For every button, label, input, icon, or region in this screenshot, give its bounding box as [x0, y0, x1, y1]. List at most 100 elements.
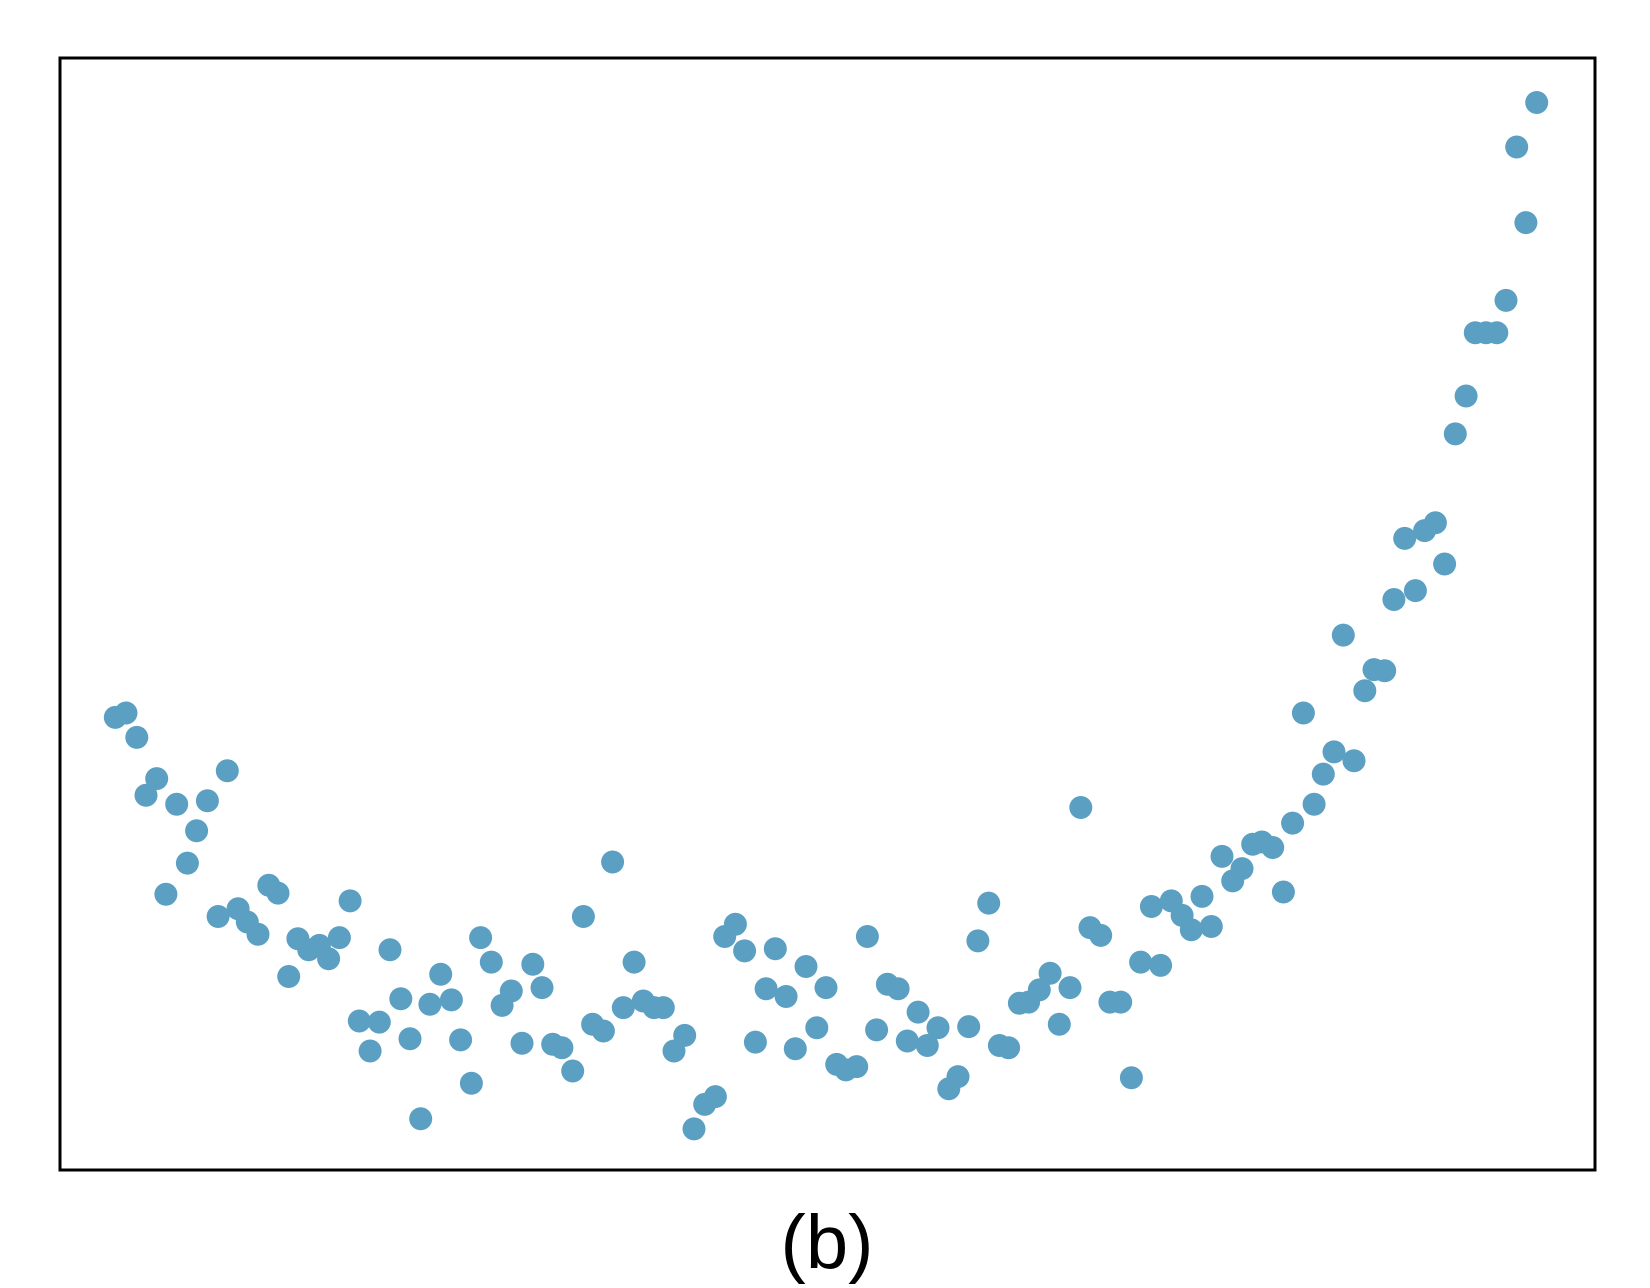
data-point-120	[1322, 740, 1346, 764]
panel-label: (b)	[781, 1200, 874, 1285]
data-point-35	[459, 1071, 483, 1095]
data-point-48	[591, 1019, 615, 1043]
data-point-137	[1494, 288, 1518, 312]
data-point-9	[195, 789, 219, 813]
data-point-75	[865, 1018, 889, 1042]
plot-area-frame	[58, 56, 1597, 1172]
data-point-32	[429, 962, 453, 986]
data-point-68	[794, 955, 818, 978]
data-point-24	[347, 1009, 371, 1033]
data-point-131	[1433, 552, 1457, 576]
data-point-85	[966, 929, 990, 953]
data-point-62	[733, 939, 757, 963]
data-point-63	[743, 1030, 767, 1054]
data-point-56	[673, 1023, 697, 1047]
data-point-86	[977, 891, 1001, 915]
data-point-123	[1353, 679, 1377, 703]
data-point-91	[1027, 978, 1051, 1002]
data-point-37	[479, 950, 503, 974]
data-point-7	[175, 851, 199, 875]
data-point-23	[338, 889, 362, 913]
data-point-92	[1038, 961, 1062, 985]
data-point-95	[1069, 796, 1093, 819]
data-point-140	[1525, 91, 1549, 114]
data-point-127	[1393, 526, 1417, 550]
data-point-101	[1129, 950, 1153, 974]
data-point-106	[1179, 918, 1203, 942]
data-point-27	[378, 938, 402, 962]
data-point-70	[814, 976, 838, 1000]
data-point-36	[469, 926, 493, 950]
data-point-49	[601, 850, 625, 874]
data-point-73	[845, 1055, 869, 1079]
data-point-74	[855, 925, 879, 948]
data-point-10	[206, 905, 230, 928]
data-point-3	[134, 783, 158, 807]
data-point-5	[154, 882, 178, 906]
data-point-29	[398, 1027, 422, 1051]
data-point-64	[754, 977, 778, 1001]
data-point-45	[561, 1059, 585, 1083]
data-point-114	[1261, 836, 1285, 859]
data-point-126	[1382, 588, 1406, 611]
data-point-136	[1485, 321, 1509, 345]
data-point-115	[1271, 880, 1295, 904]
data-point-78	[895, 1029, 919, 1053]
data-point-125	[1373, 659, 1397, 683]
data-point-81	[926, 1016, 950, 1040]
data-point-4	[145, 767, 169, 791]
data-point-8	[185, 819, 209, 843]
data-point-33	[439, 988, 463, 1012]
data-point-39	[499, 979, 523, 1003]
data-point-139	[1514, 211, 1538, 235]
data-point-69	[805, 1016, 829, 1040]
data-point-16	[266, 881, 290, 905]
data-point-67	[783, 1037, 807, 1061]
data-point-116	[1281, 811, 1305, 835]
data-point-118	[1302, 792, 1326, 816]
data-point-65	[763, 937, 787, 961]
data-point-119	[1311, 762, 1335, 786]
data-point-84	[957, 1015, 981, 1039]
data-point-103	[1149, 953, 1173, 977]
data-point-17	[277, 965, 301, 988]
data-point-93	[1047, 1012, 1071, 1036]
data-point-80	[915, 1034, 939, 1057]
data-point-100	[1119, 1066, 1143, 1090]
data-point-59	[703, 1085, 727, 1109]
data-point-111	[1230, 857, 1254, 881]
data-point-26	[367, 1010, 391, 1034]
data-point-132	[1443, 422, 1467, 446]
data-point-28	[389, 987, 413, 1011]
data-point-109	[1210, 844, 1234, 868]
data-point-44	[550, 1036, 574, 1060]
data-point-42	[530, 976, 554, 1000]
data-point-121	[1331, 623, 1355, 647]
data-point-117	[1291, 701, 1315, 725]
data-point-79	[906, 1000, 930, 1024]
data-point-130	[1423, 511, 1447, 535]
data-point-54	[651, 996, 675, 1020]
data-point-83	[946, 1065, 970, 1089]
data-point-21	[317, 947, 341, 971]
data-point-6	[165, 792, 189, 816]
data-point-102	[1139, 895, 1163, 918]
data-point-97	[1089, 923, 1113, 947]
data-point-133	[1454, 384, 1478, 408]
data-point-25	[358, 1039, 382, 1063]
data-point-138	[1505, 135, 1529, 159]
data-point-1	[114, 701, 138, 725]
data-point-34	[449, 1028, 473, 1052]
data-point-108	[1199, 915, 1223, 938]
data-point-41	[521, 952, 545, 976]
data-point-22	[327, 926, 351, 950]
data-point-11	[215, 759, 239, 783]
data-points	[103, 91, 1549, 1141]
data-point-30	[409, 1107, 433, 1131]
data-point-99	[1109, 990, 1133, 1014]
data-point-88	[997, 1036, 1021, 1060]
data-point-94	[1058, 976, 1082, 1000]
data-point-51	[622, 950, 646, 974]
